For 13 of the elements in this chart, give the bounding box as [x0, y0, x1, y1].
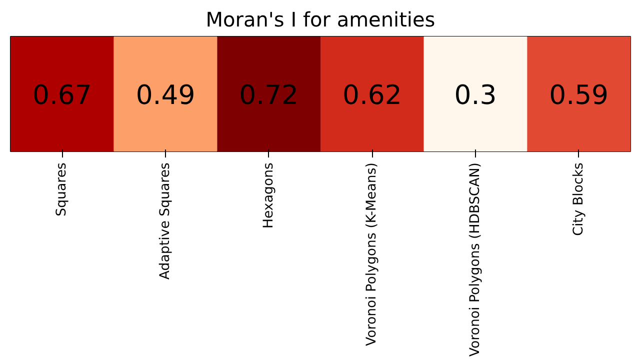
- x-tick-label: Hexagons: [261, 162, 276, 229]
- x-tick-label: Voronoi Polygons (K-Means): [364, 162, 380, 346]
- data-label: 0.72: [239, 80, 299, 111]
- chart-title: Moran's I for amenities: [206, 8, 436, 32]
- data-label: 0.62: [342, 80, 402, 111]
- data-label: 0.59: [549, 80, 609, 111]
- x-tick-label: Voronoi Polygons (HDBSCAN): [468, 162, 483, 357]
- data-label: 0.49: [136, 80, 196, 111]
- x-tick-label: Squares: [54, 162, 70, 216]
- x-tick-label: Adaptive Squares: [158, 162, 173, 280]
- data-label: 0.67: [32, 80, 92, 111]
- x-tick-label: City Blocks: [571, 162, 586, 236]
- data-label: 0.3: [454, 80, 497, 111]
